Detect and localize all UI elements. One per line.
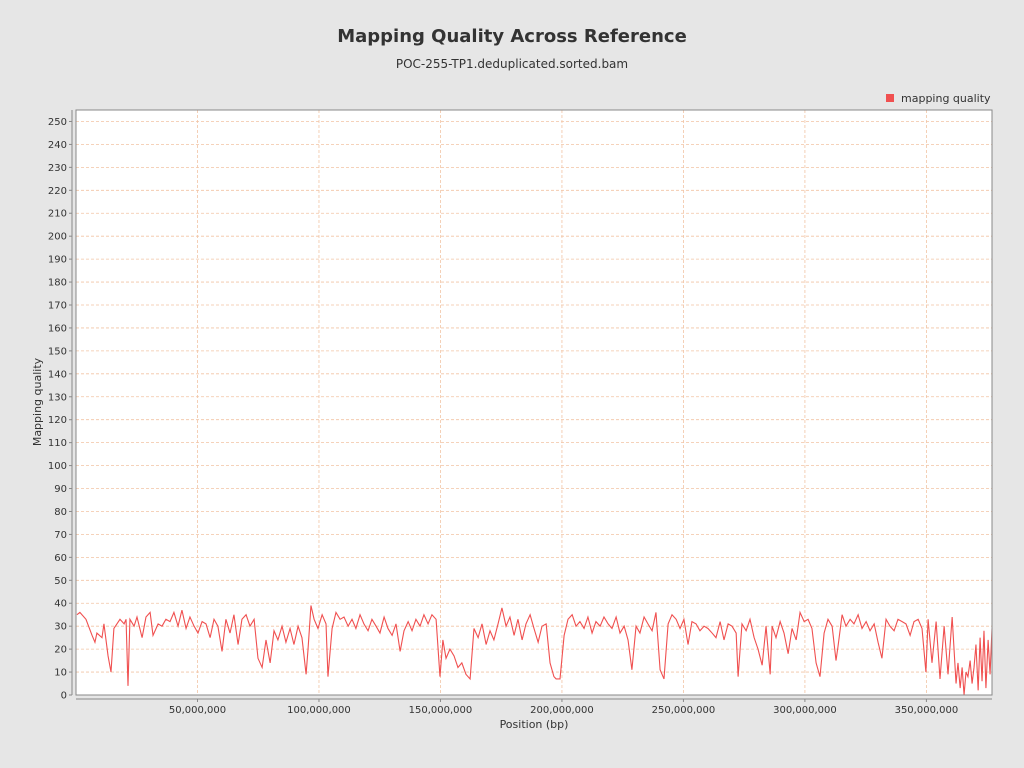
x-axis-label: Position (bp) xyxy=(500,718,569,731)
legend-label: mapping quality xyxy=(901,92,991,105)
y-tick-label: 150 xyxy=(48,346,67,357)
x-tick-label: 350,000,000 xyxy=(895,705,959,716)
y-axis-label: Mapping quality xyxy=(31,357,44,446)
x-tick-label: 50,000,000 xyxy=(169,705,226,716)
y-tick-label: 120 xyxy=(48,415,67,426)
y-tick-label: 80 xyxy=(54,507,67,518)
y-tick-label: 230 xyxy=(48,163,67,174)
y-tick-label: 180 xyxy=(48,278,67,289)
grid xyxy=(76,110,992,696)
chart-title: Mapping Quality Across Reference xyxy=(337,26,687,47)
x-tick-label: 150,000,000 xyxy=(409,705,473,716)
y-tick-label: 170 xyxy=(48,301,67,312)
y-tick-label: 90 xyxy=(54,484,67,495)
y-tick-label: 200 xyxy=(48,232,67,243)
y-tick-label: 160 xyxy=(48,323,67,334)
chart-subtitle: POC-255-TP1.deduplicated.sorted.bam xyxy=(396,57,628,71)
y-tick-label: 190 xyxy=(48,255,67,266)
y-tick-label: 140 xyxy=(48,369,67,380)
y-tick-label: 60 xyxy=(54,553,67,564)
y-tick-label: 100 xyxy=(48,461,67,472)
y-tick-label: 130 xyxy=(48,392,67,403)
y-tick-label: 240 xyxy=(48,140,67,151)
series-layer xyxy=(76,605,993,696)
x-tick-label: 200,000,000 xyxy=(530,705,594,716)
y-tick-label: 110 xyxy=(48,438,67,449)
x-tick-label: 300,000,000 xyxy=(773,705,837,716)
x-tick-label: 100,000,000 xyxy=(287,705,351,716)
y-tick-label: 40 xyxy=(54,599,67,610)
y-tick-label: 0 xyxy=(61,691,67,702)
y-tick-label: 220 xyxy=(48,186,67,197)
y-tick-label: 10 xyxy=(54,668,67,679)
plot-area xyxy=(76,110,992,695)
y-tick-label: 250 xyxy=(48,117,67,128)
y-tick-label: 70 xyxy=(54,530,67,541)
y-tick-label: 20 xyxy=(54,645,67,656)
legend-swatch xyxy=(886,94,894,102)
y-tick-label: 30 xyxy=(54,622,67,633)
x-tick-label: 250,000,000 xyxy=(652,705,716,716)
series-line xyxy=(76,605,993,696)
y-tick-label: 210 xyxy=(48,209,67,220)
y-tick-label: 50 xyxy=(54,576,67,587)
plot-border xyxy=(75,109,993,696)
